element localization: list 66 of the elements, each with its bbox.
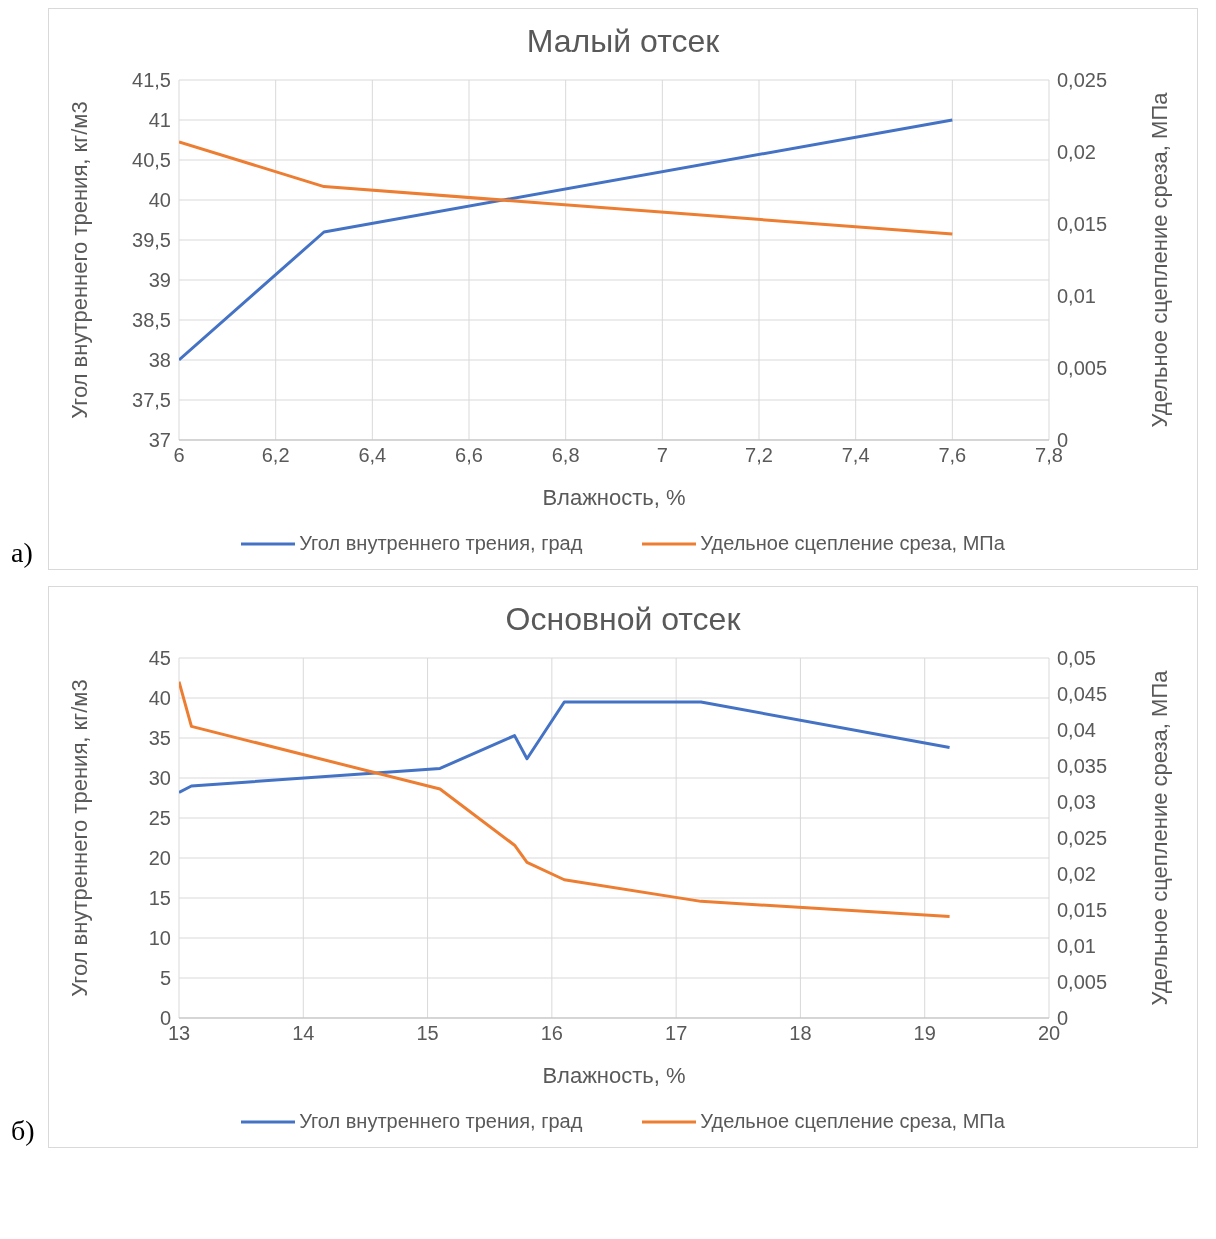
- y2-tick-label: 0,025: [1057, 69, 1108, 92]
- y2-tick-label: 0,01: [1057, 285, 1096, 308]
- legend-label: Удельное сцепление среза, МПа: [700, 1110, 1005, 1133]
- y-tick-label: 15: [148, 887, 171, 910]
- x-tick-label: 6,8: [551, 444, 580, 467]
- y-tick-label: 40,5: [132, 149, 171, 172]
- y-tick-label: 41: [148, 109, 171, 132]
- x-tick-label: 18: [789, 1022, 812, 1045]
- x-tick-label: 7,4: [841, 444, 870, 467]
- line-series: [179, 700, 952, 794]
- x-tick-label: 6,6: [455, 444, 483, 467]
- y-tick-label: 37: [148, 429, 171, 452]
- chart-title: Малый отсек: [525, 23, 721, 60]
- y-tick-label: 41,5: [132, 69, 171, 92]
- y-tick-label: 38: [148, 349, 171, 372]
- x-tick-label: 6,4: [358, 444, 387, 467]
- y-tick-label: 5: [159, 967, 171, 990]
- y-tick-label: 40: [148, 189, 171, 212]
- y2-tick-label: 0,035: [1057, 755, 1108, 778]
- y2-tick-label: 0,045: [1057, 683, 1108, 706]
- y2-tick-label: 0,015: [1057, 213, 1108, 236]
- chart-title: Основной отсек: [504, 601, 742, 638]
- y2-tick-label: 0,05: [1057, 647, 1096, 670]
- y-tick-label: 35: [148, 727, 171, 750]
- y-tick-label: 39: [148, 269, 171, 292]
- x-tick-label: 6,2: [261, 444, 290, 467]
- y2-tick-label: 0,02: [1057, 141, 1096, 164]
- y-tick-label: 38,5: [132, 309, 171, 332]
- x-axis-title: Влажность, %: [542, 485, 686, 510]
- text: а): [11, 537, 33, 569]
- legend-label: Удельное сцепление среза, МПа: [700, 532, 1005, 555]
- y-axis-title: Угол внутреннего трения, кг/м3: [66, 679, 92, 997]
- x-tick-label: 15: [416, 1022, 439, 1045]
- y2-tick-label: 0,025: [1057, 827, 1108, 850]
- x-tick-label: 17: [665, 1022, 688, 1045]
- y-tick-label: 25: [148, 807, 171, 830]
- x-tick-label: 6: [173, 444, 185, 467]
- y-tick-label: 45: [148, 647, 171, 670]
- y-tick-label: 37,5: [132, 389, 171, 412]
- y2-tick-label: 0,015: [1057, 899, 1108, 922]
- x-tick-label: 14: [292, 1022, 315, 1045]
- x-tick-label: 7,6: [938, 444, 967, 467]
- x-tick-label: 16: [540, 1022, 563, 1045]
- y2-axis-title: Удельное сцепление среза, МПа: [1146, 91, 1172, 428]
- y2-axis-title: Удельное сцепление среза, МПа: [1146, 669, 1172, 1006]
- x-tick-label: 19: [913, 1022, 936, 1045]
- y-tick-label: 30: [148, 767, 171, 790]
- y2-tick-label: 0,04: [1057, 719, 1096, 742]
- y-tick-label: 39,5: [132, 229, 171, 252]
- y2-tick-label: 0,005: [1057, 971, 1108, 994]
- x-tick-label: 7: [656, 444, 668, 467]
- y2-tick-label: 0,01: [1057, 935, 1096, 958]
- y2-tick-label: 0,03: [1057, 791, 1096, 814]
- y-tick-label: 20: [148, 847, 171, 870]
- y-tick-label: 40: [148, 687, 171, 710]
- y-axis-title: Угол внутреннего трения, кг/м3: [66, 101, 92, 419]
- x-axis-title: Влажность, %: [542, 1063, 686, 1088]
- y-tick-label: 10: [148, 927, 171, 950]
- x-tick-label: 7,2: [745, 444, 773, 467]
- legend-label: Угол внутреннего трения, град: [299, 1110, 583, 1133]
- line-series: [179, 680, 952, 918]
- legend-label: Угол внутреннего трения, град: [299, 532, 583, 555]
- text: б): [11, 1115, 35, 1147]
- y-tick-label: 0: [159, 1007, 171, 1030]
- y2-tick-label: 0,005: [1057, 357, 1108, 380]
- y2-tick-label: 0,02: [1057, 863, 1096, 886]
